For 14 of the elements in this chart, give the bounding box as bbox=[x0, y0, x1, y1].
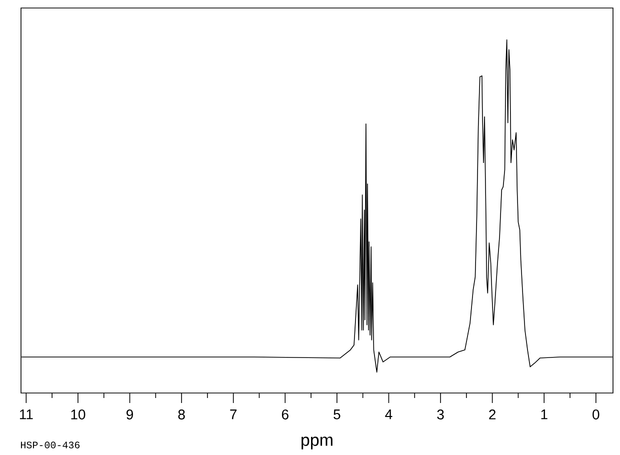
x-tick-label: 8 bbox=[178, 410, 185, 420]
x-tick-label: 11 bbox=[20, 410, 33, 420]
x-tick-label: 9 bbox=[126, 410, 133, 420]
x-tick-label: 2 bbox=[489, 410, 496, 420]
x-tick-label: 6 bbox=[282, 410, 288, 420]
x-tick-label: 1 bbox=[541, 410, 548, 420]
text: HSP-00-436 bbox=[20, 442, 80, 448]
x-tick-label: 0 bbox=[592, 410, 600, 420]
x-tick-label: 4 bbox=[385, 410, 392, 420]
x-tick-label: 10 bbox=[71, 410, 86, 420]
x-tick-label: 7 bbox=[230, 410, 237, 420]
x-axis-title: ppm bbox=[302, 436, 332, 450]
x-tick-label: 5 bbox=[334, 410, 340, 420]
x-tick-label: 3 bbox=[437, 410, 444, 420]
